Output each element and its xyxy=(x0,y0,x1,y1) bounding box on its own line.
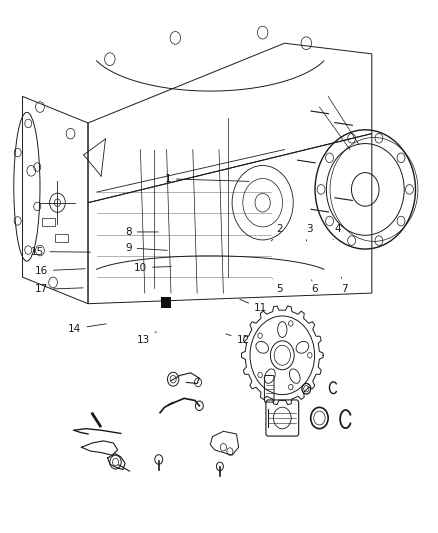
Text: 12: 12 xyxy=(226,334,250,345)
Text: 17: 17 xyxy=(35,285,83,294)
Text: 13: 13 xyxy=(137,332,156,345)
Text: 7: 7 xyxy=(341,277,348,294)
Bar xyxy=(42,218,55,225)
Text: 1: 1 xyxy=(164,174,249,184)
Text: 14: 14 xyxy=(68,324,106,334)
Text: 15: 15 xyxy=(31,247,91,256)
Text: 2: 2 xyxy=(272,224,283,241)
Text: 6: 6 xyxy=(311,280,318,294)
Bar xyxy=(55,234,68,241)
Text: 8: 8 xyxy=(125,227,158,237)
Text: 11: 11 xyxy=(240,300,267,313)
Text: 16: 16 xyxy=(35,266,85,276)
Text: 4: 4 xyxy=(333,224,341,240)
Text: 5: 5 xyxy=(273,279,283,294)
Bar xyxy=(161,297,170,308)
Text: 9: 9 xyxy=(125,243,167,253)
Text: 3: 3 xyxy=(306,224,313,241)
Text: 10: 10 xyxy=(134,263,171,272)
